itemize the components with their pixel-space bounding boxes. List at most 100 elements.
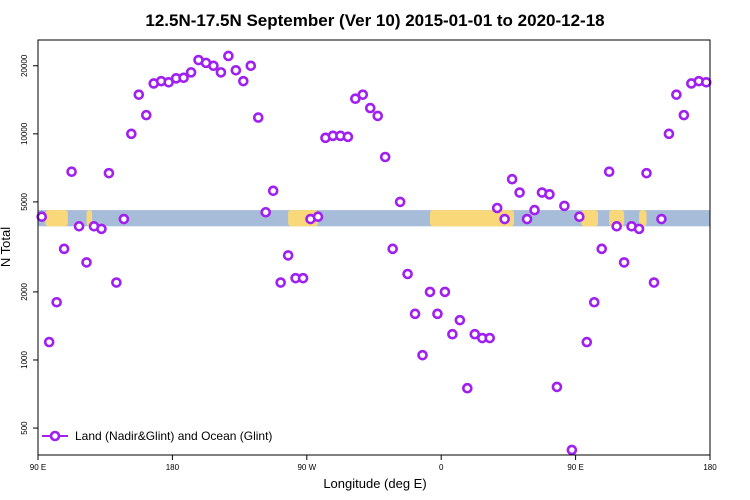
y-tick-label: 500 (20, 421, 29, 435)
data-coverage-band (38, 210, 710, 227)
data-point (432, 308, 443, 320)
data-point (462, 382, 473, 394)
x-tick-label: 90 E (30, 463, 46, 472)
data-point (671, 89, 682, 100)
data-point (551, 381, 563, 393)
data-point (514, 187, 525, 198)
data-point (574, 211, 585, 223)
data-point (260, 206, 272, 218)
data-point (506, 173, 518, 185)
data-point (208, 60, 219, 72)
land-band-segment (639, 210, 647, 227)
data-point (111, 277, 122, 288)
data-point (581, 336, 593, 348)
data-point (357, 89, 369, 100)
land-band-segment (430, 210, 514, 227)
data-point (66, 166, 77, 178)
y-axis-label: N Total (0, 227, 13, 267)
data-point (379, 151, 391, 163)
plot-frame (37, 39, 711, 456)
data-point (81, 257, 92, 268)
land-band-segment (581, 210, 598, 227)
data-point (402, 268, 413, 280)
data-point (230, 64, 242, 76)
x-tick-label: 180 (703, 463, 717, 472)
data-point (633, 223, 645, 235)
data-point (297, 272, 309, 284)
x-tick-label: 0 (439, 463, 444, 472)
data-point (409, 308, 421, 320)
data-point (484, 332, 496, 344)
legend-marker (49, 430, 61, 442)
data-point (282, 250, 294, 261)
data-point (185, 67, 197, 78)
data-point (641, 167, 652, 179)
data-point (372, 110, 384, 122)
data-point (133, 89, 145, 100)
x-tick-label: 90 E (567, 463, 583, 472)
land-band-segment (609, 210, 625, 227)
data-points (36, 50, 712, 456)
data-point (394, 196, 406, 208)
data-point (618, 257, 630, 268)
y-axis-ticks: 500 1000 2000 5000 10000 20000 (20, 54, 38, 435)
data-point (43, 336, 55, 348)
data-point (439, 286, 451, 298)
data-point (566, 444, 578, 456)
data-point (275, 277, 286, 288)
data-point (96, 223, 107, 235)
data-point (424, 286, 436, 298)
legend: Land (Nadir&Glint) and Ocean (Glint) (42, 429, 272, 443)
data-point (245, 60, 257, 72)
data-point (417, 349, 428, 361)
data-point (238, 75, 249, 87)
data-point (447, 328, 458, 340)
data-point (529, 204, 540, 216)
data-point (350, 93, 361, 105)
data-point (611, 221, 622, 232)
data-point (51, 296, 62, 308)
x-tick-label: 180 (166, 463, 180, 472)
data-point (588, 296, 600, 308)
data-point (678, 109, 690, 121)
data-point (312, 211, 324, 223)
ocean-band (38, 210, 710, 227)
data-point (126, 128, 137, 140)
data-point (491, 202, 503, 214)
y-tick-label: 10000 (20, 122, 29, 145)
y-tick-label: 5000 (20, 192, 29, 210)
data-point (387, 243, 398, 255)
data-point (223, 50, 234, 62)
data-point (215, 67, 227, 78)
data-point (58, 243, 70, 255)
data-point (700, 77, 712, 88)
data-point (73, 221, 85, 232)
data-point (364, 102, 376, 114)
data-point (140, 109, 152, 121)
land-band-segment (45, 210, 68, 227)
data-point (252, 112, 264, 123)
data-point (499, 213, 510, 225)
data-point (656, 213, 667, 225)
data-point (454, 314, 466, 326)
data-point (559, 200, 570, 212)
y-tick-label: 2000 (20, 282, 29, 300)
y-tick-label: 1000 (20, 351, 29, 369)
data-point (596, 243, 608, 255)
data-point (118, 213, 130, 225)
y-tick-label: 20000 (20, 54, 29, 77)
data-point (178, 72, 189, 84)
x-tick-label: 90 W (297, 463, 316, 472)
legend-label: Land (Nadir&Glint) and Ocean (Glint) (75, 429, 272, 443)
data-point (342, 131, 354, 143)
chart-title: 12.5N-17.5N September (Ver 10) 2015-01-0… (145, 11, 604, 30)
x-axis-ticks: 90 E 180 90 W 0 90 E 180 (30, 455, 717, 472)
data-point (544, 189, 555, 200)
data-point (267, 185, 279, 197)
data-point (648, 277, 660, 288)
data-point (663, 128, 675, 140)
data-point (36, 211, 48, 223)
data-point (103, 167, 115, 179)
data-point (603, 166, 615, 178)
